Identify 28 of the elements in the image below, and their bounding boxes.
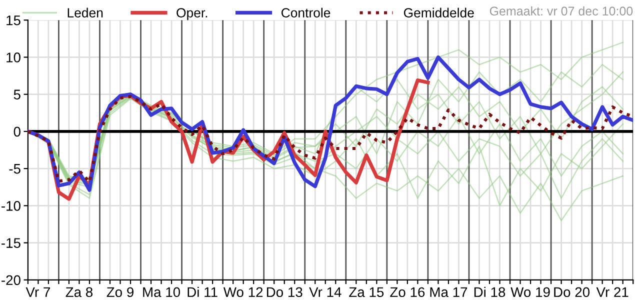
y-tick-label: -15	[2, 238, 20, 248]
y-tick-label: -10	[2, 201, 20, 211]
x-tick-label: Zo 16	[390, 287, 425, 298]
y-tick-label: -5	[9, 164, 20, 174]
x-tick-label: Do 13	[266, 287, 302, 298]
legend-label: Oper.	[176, 8, 208, 20]
legend-label: Leden	[68, 8, 103, 18]
text: Gemaakt: vr 07 dec 10:00	[490, 6, 633, 16]
y-tick-label: 5	[14, 90, 20, 100]
y-tick-label: 10	[6, 52, 20, 62]
x-tick-label: Vr 7	[26, 287, 50, 297]
x-tick-label: Di 18	[474, 286, 506, 298]
x-tick-label: Vr 21	[596, 287, 628, 297]
x-tick-label: Za 8	[66, 287, 93, 298]
x-tick-label: Di 11	[188, 286, 218, 297]
legend-label: Gemiddelde	[404, 8, 474, 18]
y-tick-label: 15	[6, 16, 20, 26]
x-tick-label: Za 15	[349, 287, 384, 298]
x-tick-label: Wo 12	[223, 287, 263, 298]
x-tick-label: Ma 17	[430, 287, 468, 298]
x-tick-label: Vr 14	[309, 287, 342, 297]
x-tick-label: Zo 9	[106, 287, 134, 298]
x-tick-label: Ma 10	[143, 287, 180, 298]
x-tick-label: Wo 19	[510, 287, 550, 298]
x-tick-label: Do 20	[554, 287, 590, 298]
y-tick-label: -20	[2, 275, 20, 286]
legend-label: Controle	[282, 8, 330, 18]
y-tick-label: 0	[14, 126, 20, 137]
